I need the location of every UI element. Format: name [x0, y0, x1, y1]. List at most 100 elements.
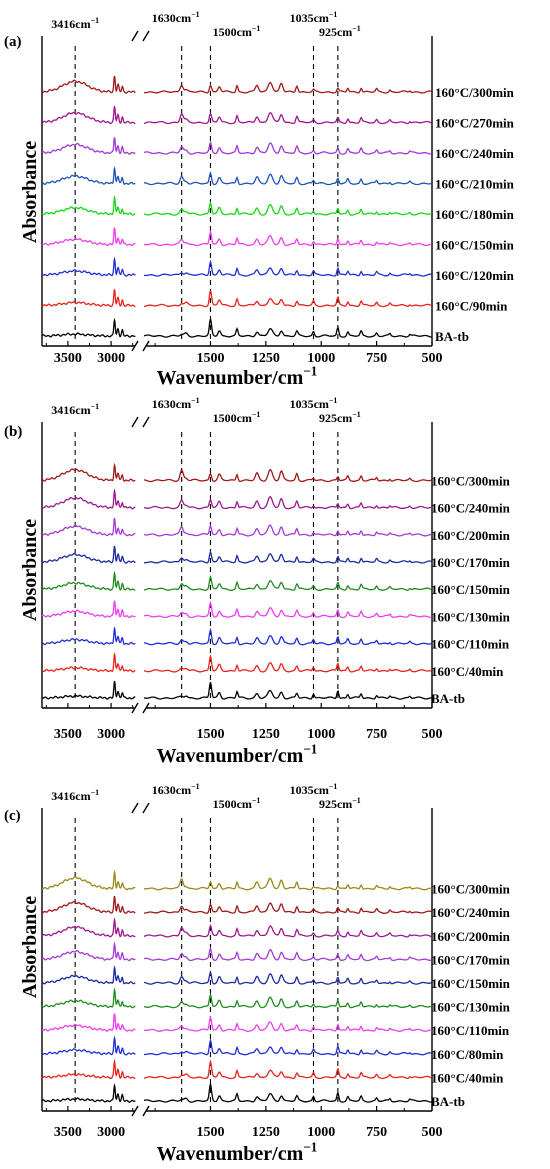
series-label: 160°C/210min	[435, 177, 515, 192]
series-label: BA-tb	[435, 329, 469, 344]
marker-label: 3416cm−1	[51, 788, 99, 803]
axis-break	[142, 340, 150, 352]
marker-label: 1035cm−1	[290, 782, 338, 797]
spectrum-line-3-right	[143, 229, 432, 247]
marker-label: 1035cm−1	[290, 396, 338, 411]
spectrum-line-8-left	[42, 896, 136, 914]
axis-break	[142, 30, 150, 42]
axis-frame	[41, 802, 433, 1117]
axis-break	[142, 416, 150, 428]
panel-0: 3500 3000 1500 1250 1000 750 500 Wavenumber/cm−…	[4, 10, 515, 389]
marker-label: 925cm−1	[319, 410, 361, 425]
x-tick-label: 750	[366, 351, 387, 366]
series-label: 160°C/120min	[435, 268, 515, 283]
axis-frame	[41, 30, 433, 352]
series-label: 160°C/270min	[435, 116, 515, 131]
x-tick-label: 500	[422, 1125, 443, 1140]
axis-break	[131, 416, 139, 428]
x-tick-label: 1500	[196, 727, 224, 742]
series-label: 160°C/150min	[431, 582, 511, 597]
marker-label: 1035cm−1	[290, 10, 338, 25]
series-label: 160°C/150min	[431, 976, 511, 991]
spectrum-line-6-left	[41, 137, 136, 155]
spectrum-line-6-left	[41, 941, 136, 962]
spectrum-line-5-right	[144, 970, 432, 985]
spectrum-line-7-right	[143, 111, 433, 125]
panel-label: (a)	[4, 34, 22, 50]
series-label: 160°C/130min	[431, 1000, 511, 1015]
x-tick-label: 1500	[196, 351, 224, 366]
x-tick-label: 3000	[97, 351, 125, 366]
series-label: 160°C/240min	[435, 146, 515, 161]
x-tick-label: 3500	[54, 727, 82, 742]
x-tick-label: 1000	[307, 1125, 335, 1140]
x-tick-label: 3500	[54, 1125, 82, 1140]
series-label: 160°C/150min	[435, 238, 515, 253]
x-tick-label: 500	[422, 351, 443, 366]
axis-frame	[41, 416, 433, 714]
series-label: 160°C/80min	[431, 1047, 504, 1062]
spectrum-line-0-left	[41, 1083, 136, 1103]
spectrum-line-2-right	[143, 1038, 432, 1056]
spectrum-line-6-right	[143, 140, 432, 155]
x-tick-label: 3500	[54, 351, 82, 366]
series-label: 160°C/240min	[431, 905, 511, 920]
spectrum-line-1-right	[143, 1059, 433, 1080]
series-label: 160°C/110min	[431, 1023, 510, 1038]
spectrum-line-5-left	[42, 166, 136, 185]
axis-break	[142, 1105, 150, 1117]
axis-break	[131, 702, 139, 714]
marker-label: 3416cm−1	[51, 16, 99, 31]
series-label: 160°C/40min	[431, 664, 504, 679]
spectrum-line-9-right	[143, 877, 432, 891]
x-tick-label: 1250	[252, 351, 280, 366]
spectrum-line-0-left	[41, 680, 136, 700]
x-tick-label: 1250	[252, 727, 280, 742]
spectrum-line-3-left	[41, 227, 136, 247]
axis-break	[131, 30, 139, 42]
axis-break	[142, 702, 150, 714]
x-tick-label: 1000	[307, 351, 335, 366]
spectrum-line-0-right	[143, 1083, 432, 1103]
panel-label: (b)	[4, 424, 22, 440]
spectrum-line-8-right	[144, 902, 432, 914]
series-label: 160°C/170min	[431, 952, 511, 967]
spectrum-line-1-left	[41, 1058, 136, 1080]
x-tick-label: 500	[422, 727, 443, 742]
spectrum-line-8-right	[144, 468, 432, 483]
x-tick-label: 750	[366, 1125, 387, 1140]
spectrum-line-0-right	[143, 318, 432, 338]
marker-label: 3416cm−1	[51, 402, 99, 417]
series-label: 160°C/200min	[431, 528, 511, 543]
spectrum-line-4-left	[41, 570, 136, 591]
axis-break	[131, 802, 139, 814]
marker-label: 925cm−1	[319, 796, 361, 811]
series-label: 160°C/300min	[431, 473, 511, 488]
series-label: 160°C/300min	[435, 85, 515, 100]
spectrum-line-6-left	[41, 517, 136, 537]
spectrum-line-5-left	[41, 545, 136, 564]
spectrum-line-2-left	[41, 1035, 136, 1056]
x-axis-label: Wavenumber/cm−1	[157, 742, 318, 767]
y-axis-label: Absorbance	[19, 896, 41, 998]
spectrum-line-8-left	[41, 462, 136, 482]
series-label: BA-tb	[431, 1094, 465, 1109]
x-tick-label: 750	[366, 727, 387, 742]
series-label: 160°C/300min	[431, 882, 511, 897]
spectrum-line-1-left	[41, 652, 136, 673]
series-label: 160°C/180min	[435, 207, 515, 222]
spectrum-line-7-right	[143, 924, 432, 938]
x-tick-label: 1000	[307, 727, 335, 742]
spectrum-line-2-left	[41, 256, 136, 277]
marker-label: 1500cm−1	[213, 24, 261, 39]
series-label: 160°C/90min	[435, 299, 508, 314]
spectrum-line-7-left	[41, 106, 136, 125]
spectrum-line-4-right	[143, 992, 432, 1009]
marker-label: 1630cm−1	[152, 396, 200, 411]
spectrum-line-3-right	[143, 1015, 432, 1032]
spectrum-line-0-left	[41, 317, 136, 338]
marker-label: 1500cm−1	[213, 796, 261, 811]
spectrum-line-9-left	[41, 869, 136, 891]
x-tick-label: 1250	[252, 1125, 280, 1140]
